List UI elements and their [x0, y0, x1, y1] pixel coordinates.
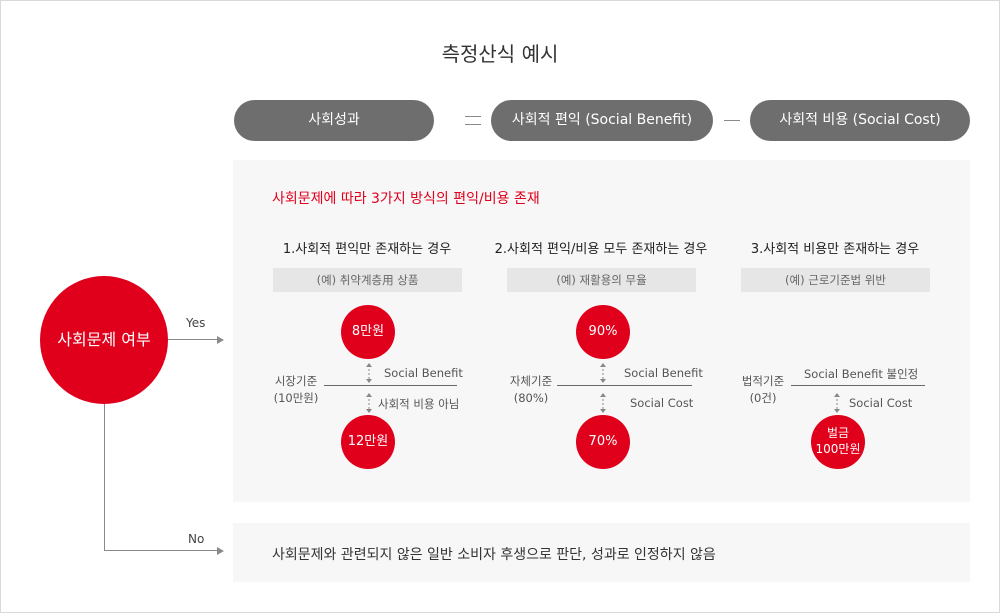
case-1-top-circle: 8만원 [341, 305, 395, 359]
case-2-example: (예) 재활용의 무율 [507, 268, 696, 292]
social-cost-pill: 사회적 비용 (Social Cost) [750, 100, 970, 141]
case-3-title: 3.사회적 비용만 존재하는 경우 [750, 242, 920, 257]
case-1-example: (예) 취약계층用 상품 [273, 268, 462, 292]
yes-connector [168, 339, 218, 340]
case-2-bottom-circle: 70% [576, 415, 630, 469]
case-1-title: 1.사회적 편익만 존재하는 경우 [282, 242, 452, 257]
social-problem-decision-node: 사회문제 여부 [40, 276, 168, 404]
social-benefit-pill: 사회적 편익 (Social Benefit) [491, 100, 713, 141]
equals-sign [461, 100, 485, 141]
case-1-up-arrow-icon [366, 363, 372, 383]
case-2-top-label: Social Benefit [624, 366, 703, 380]
case-3-example: (예) 근로기준법 위반 [741, 268, 930, 292]
no-connector-vertical [104, 404, 105, 551]
case-1-bottom-circle: 12만원 [341, 415, 395, 469]
case-3-bottom-label: Social Cost [849, 396, 913, 410]
case-3-baseline-line [791, 385, 925, 386]
case-2-bottom-label: Social Cost [630, 396, 694, 410]
case-3-top-label: Social Benefit 불인정 [804, 367, 919, 381]
yes-arrowhead-icon [217, 336, 224, 344]
case-2-down-arrow-icon [600, 393, 606, 413]
case-1-down-arrow-icon [366, 393, 372, 413]
no-arrowhead-icon [217, 547, 224, 555]
no-label: No [188, 532, 205, 546]
no-description: 사회문제와 관련되지 않은 일반 소비자 후생으로 판단, 성과로 인정하지 않… [272, 547, 716, 563]
case-3-baseline-label: 법적기준 (0건) [741, 374, 785, 405]
no-connector-horizontal [104, 550, 218, 551]
minus-sign [720, 100, 744, 141]
case-2-baseline-label: 자체기준 (80%) [509, 374, 553, 405]
no-panel [233, 523, 970, 582]
diagram-title: 측정산식 예시 [441, 42, 559, 66]
decision-label: 사회문제 여부 [57, 329, 151, 349]
case-1-bottom-label: 사회적 비용 아님 [378, 397, 460, 411]
case-1-baseline-line [324, 385, 457, 386]
social-performance-pill: 사회성과 [234, 100, 434, 141]
case-1-baseline-label: 시장기준 (10만원) [273, 374, 319, 405]
case-1-top-label: Social Benefit [384, 366, 463, 380]
yes-label: Yes [186, 316, 206, 330]
panel-heading: 사회문제에 따라 3가지 방식의 편익/비용 존재 [272, 191, 540, 207]
case-2-title: 2.사회적 편익/비용 모두 존재하는 경우 [494, 242, 708, 257]
case-2-baseline-line [557, 385, 692, 386]
case-3-bottom-circle: 벌금 100만원 [811, 415, 865, 469]
case-2-up-arrow-icon [600, 363, 606, 383]
case-3-down-arrow-icon [834, 393, 840, 413]
case-2-top-circle: 90% [576, 305, 630, 359]
